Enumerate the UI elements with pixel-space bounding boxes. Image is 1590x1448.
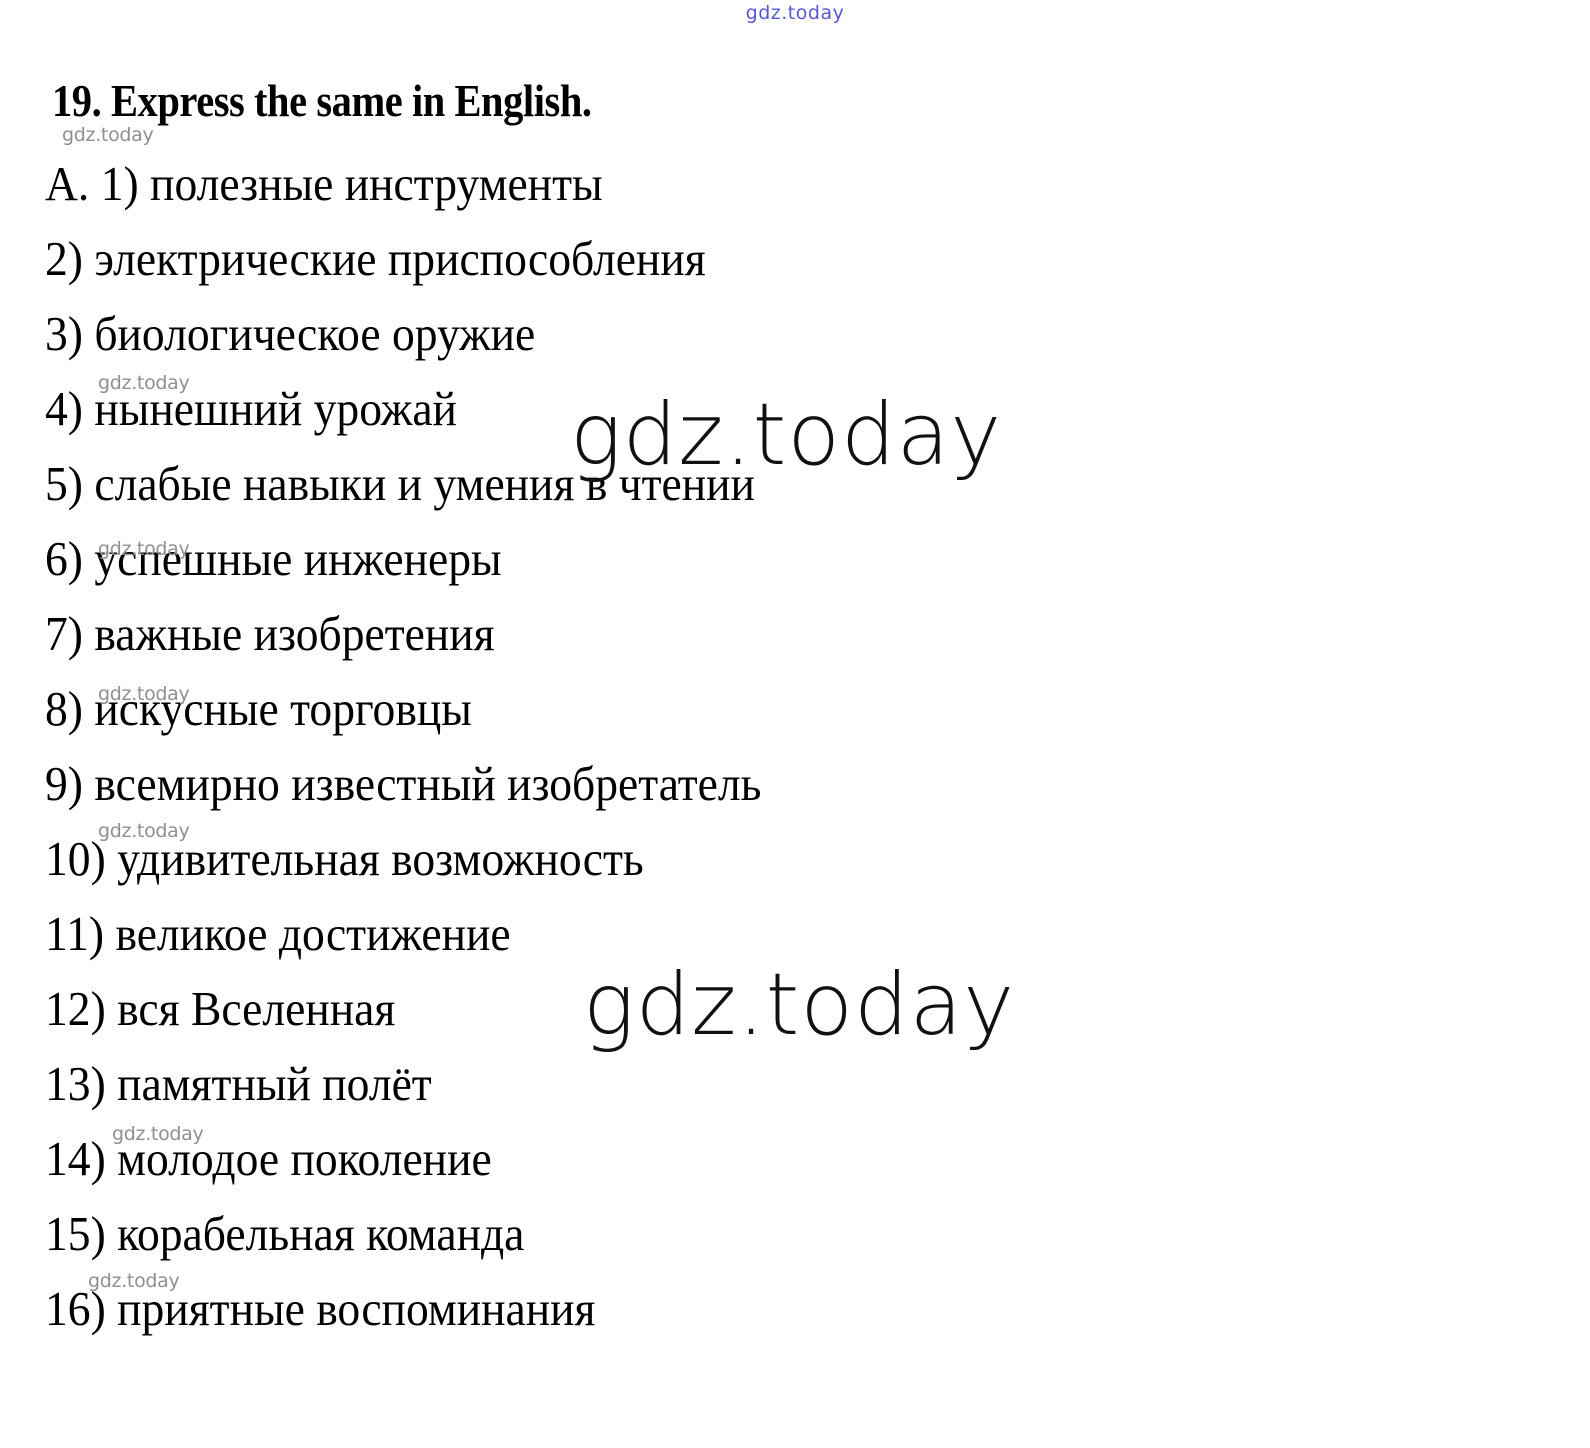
list-item-number: 13) — [45, 1056, 106, 1111]
list-item: 6) успешные инженеры — [45, 531, 1245, 606]
list-item-text: нынешний урожай — [94, 381, 457, 436]
list-item-number: 6) — [45, 531, 83, 586]
list-item-line: 11) великое достижение — [45, 906, 511, 962]
list-item-text: успешные инженеры — [94, 531, 502, 586]
list-item-line: 13) памятный полёт — [45, 1056, 432, 1112]
exercise-item-list: A. 1) полезные инструменты 2) электрическ… — [45, 156, 1245, 1356]
list-item-line: 12) вся Вселенная — [45, 981, 395, 1037]
list-item-text: вся Вселенная — [117, 981, 396, 1036]
top-watermark: gdz.today — [745, 2, 845, 24]
page-title: 19. Express the same in English. — [52, 75, 592, 126]
list-item-text: электрические приспособления — [94, 231, 706, 286]
list-item-line: 5) слабые навыки и умения в чтении — [45, 456, 755, 512]
list-item-text: биологическое оружие — [94, 306, 536, 361]
list-item: 7) важные изобретения — [45, 606, 1245, 681]
list-item: 11) великое достижение — [45, 906, 1245, 981]
list-item-number: 10) — [45, 831, 106, 886]
list-item-text: важные изобретения — [94, 606, 495, 661]
list-item: 9) всемирно известный изобретатель — [45, 756, 1245, 831]
list-item: 5) слабые навыки и умения в чтении — [45, 456, 1245, 531]
list-item: 10) удивительная возможность — [45, 831, 1245, 906]
list-item-text: корабельная команда — [117, 1206, 525, 1261]
list-item-line: 16) приятные воспоминания — [45, 1281, 595, 1337]
list-item-number: 15) — [45, 1206, 106, 1261]
list-item-number: 8) — [45, 681, 83, 736]
list-item: 13) памятный полёт — [45, 1056, 1245, 1131]
list-item: 3) биологическое оружие — [45, 306, 1245, 381]
list-item-number: 7) — [45, 606, 83, 661]
list-item-text: приятные воспоминания — [117, 1281, 596, 1336]
list-item-number: 4) — [45, 381, 83, 436]
list-item-text: памятный полёт — [117, 1056, 432, 1111]
list-item: 15) корабельная команда — [45, 1206, 1245, 1281]
list-item: 2) электрические приспособления — [45, 231, 1245, 306]
list-item-line: 15) корабельная команда — [45, 1206, 524, 1262]
list-item: 12) вся Вселенная — [45, 981, 1245, 1056]
list-item-text: искусные торговцы — [94, 681, 472, 736]
list-item-number: 16) — [45, 1281, 106, 1336]
list-item-line: 14) молодое поколение — [45, 1131, 492, 1187]
list-item-text: удивительная возможность — [117, 831, 644, 886]
list-item-line: 7) важные изобретения — [45, 606, 495, 662]
list-item: 14) молодое поколение — [45, 1131, 1245, 1206]
list-item-number: 2) — [45, 231, 83, 286]
list-item: 16) приятные воспоминания — [45, 1281, 1245, 1356]
list-item: A. 1) полезные инструменты — [45, 156, 1245, 231]
list-item-line: 3) биологическое оружие — [45, 306, 535, 362]
list-item-number: A. 1) — [45, 156, 139, 211]
list-item-number: 9) — [45, 756, 83, 811]
list-item-line: 6) успешные инженеры — [45, 531, 502, 587]
list-item-number: 5) — [45, 456, 83, 511]
list-item-line: 4) нынешний урожай — [45, 381, 457, 437]
list-item: 4) нынешний урожай — [45, 381, 1245, 456]
list-item-text: полезные инструменты — [150, 156, 603, 211]
list-item-line: A. 1) полезные инструменты — [45, 156, 603, 212]
list-item-line: 8) искусные торговцы — [45, 681, 472, 737]
list-item-number: 11) — [45, 906, 105, 961]
list-item-text: слабые навыки и умения в чтении — [94, 456, 755, 511]
small-watermark: gdz.today — [62, 124, 154, 146]
list-item-text: молодое поколение — [117, 1131, 492, 1186]
list-item-text: великое достижение — [115, 906, 511, 961]
list-item-number: 3) — [45, 306, 83, 361]
list-item-line: 2) электрические приспособления — [45, 231, 706, 287]
list-item: 8) искусные торговцы — [45, 681, 1245, 756]
list-item-number: 14) — [45, 1131, 106, 1186]
list-item-text: всемирно известный изобретатель — [94, 756, 762, 811]
list-item-line: 9) всемирно известный изобретатель — [45, 756, 761, 812]
list-item-number: 12) — [45, 981, 106, 1036]
list-item-line: 10) удивительная возможность — [45, 831, 644, 887]
